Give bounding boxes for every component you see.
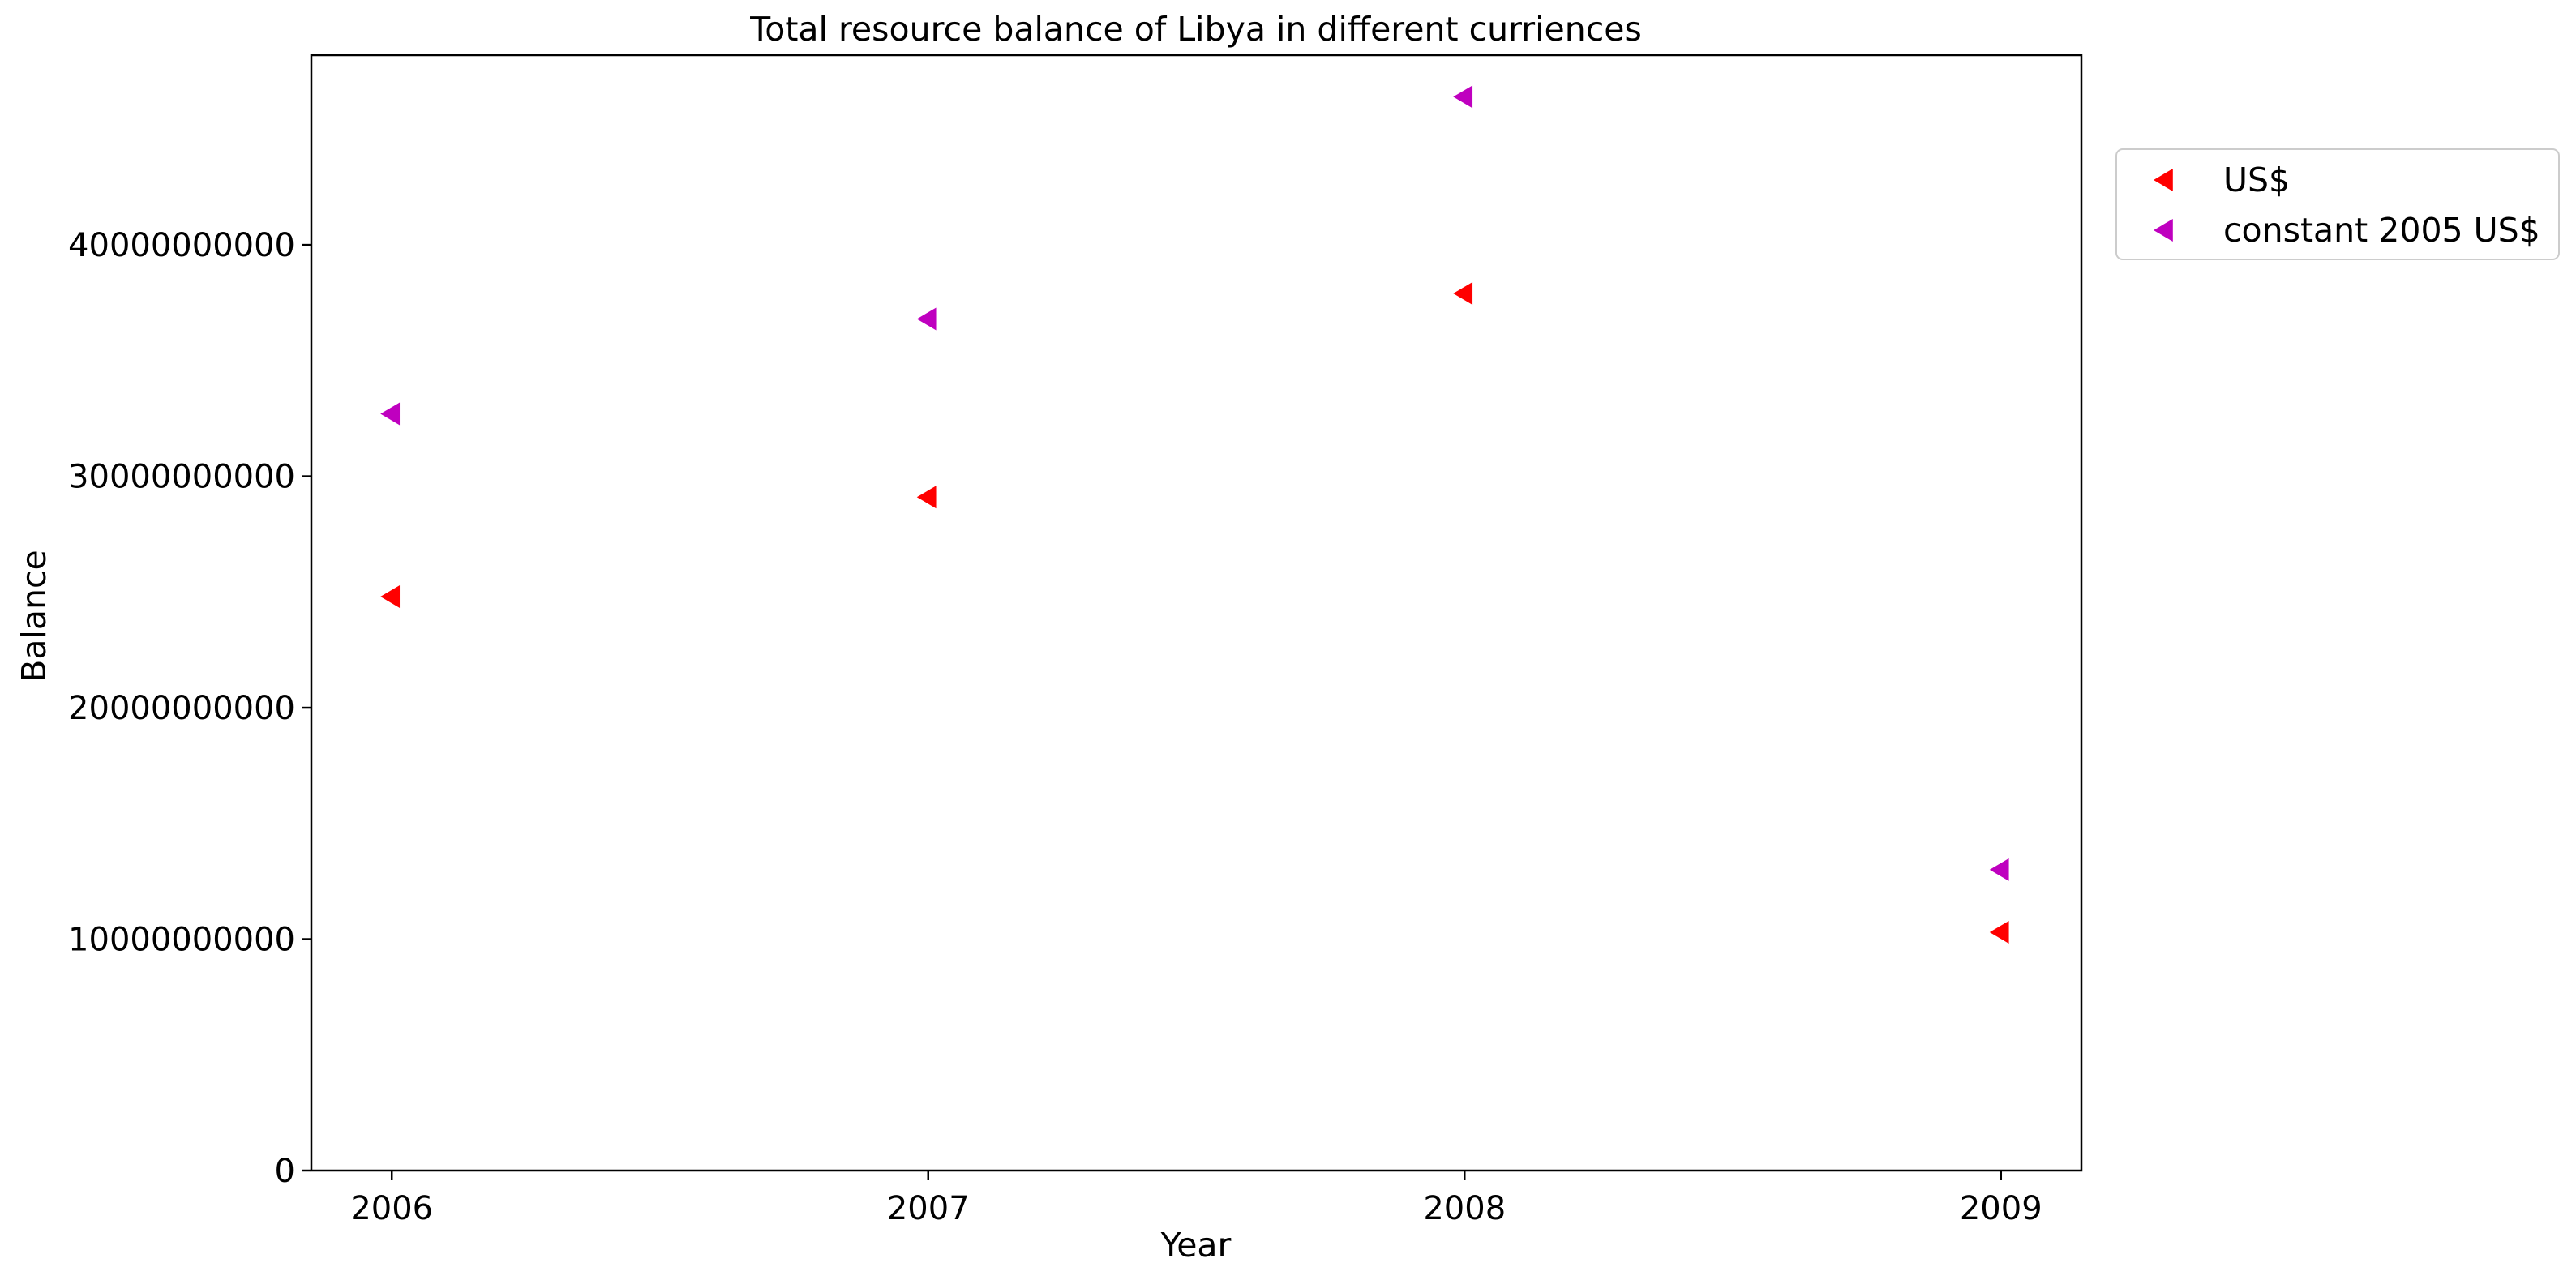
- y-axis: 0 10000000000 20000000000 30000000000 400000…: [68, 227, 311, 1190]
- x-tick-label: 2007: [887, 1190, 970, 1227]
- y-tick-label: 0: [275, 1153, 295, 1190]
- y-tick-label: 10000000000: [68, 922, 295, 959]
- legend-marker: [2154, 169, 2173, 191]
- x-tick-label: 2009: [1960, 1190, 2042, 1227]
- x-tick-label: 2006: [350, 1190, 433, 1227]
- x-axis-label: Year: [1160, 1226, 1232, 1265]
- chart-title: Total resource balance of Libya in diffe…: [749, 10, 1642, 49]
- data-point: [1453, 85, 1473, 109]
- y-tick-label: 30000000000: [68, 459, 295, 496]
- y-tick-label: 40000000000: [68, 227, 295, 264]
- legend-marker: [2154, 219, 2173, 242]
- data-points: [380, 85, 2009, 944]
- legend-label: constant 2005 US$: [2223, 211, 2540, 250]
- y-tick-label: 20000000000: [68, 690, 295, 727]
- x-axis: 2006 2007 2008 2009: [350, 1171, 2042, 1227]
- y-axis-label: Balance: [15, 550, 54, 683]
- plot-frame: [310, 54, 2083, 1172]
- data-point: [916, 486, 937, 509]
- x-tick-label: 2008: [1423, 1190, 1506, 1227]
- data-point: [1989, 858, 2009, 881]
- data-point: [380, 402, 401, 426]
- legend-label: US$: [2223, 161, 2290, 199]
- data-point: [1453, 282, 1473, 306]
- legend-box: [2115, 148, 2560, 260]
- data-point: [916, 307, 937, 331]
- data-point: [380, 585, 401, 609]
- legend: US$ constant 2005 US$: [2115, 148, 2560, 260]
- data-point: [1989, 920, 2009, 944]
